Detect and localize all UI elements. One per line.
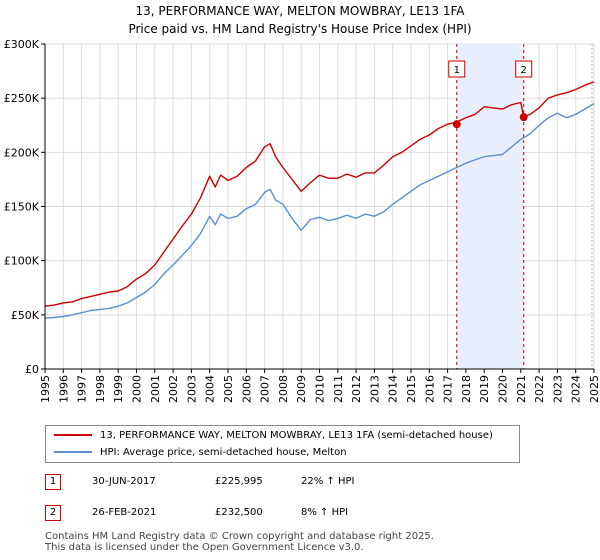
x-tick-label: 2024 <box>570 375 583 403</box>
x-tick-label: 2009 <box>295 375 308 403</box>
x-tick-label: 2000 <box>131 375 144 403</box>
sale-price: £225,995 <box>215 476 263 487</box>
sale-number-badge: 2 <box>45 505 61 521</box>
sale-price: £232,500 <box>215 507 263 518</box>
x-tick-label: 2021 <box>515 375 528 403</box>
sale-date: 26-FEB-2021 <box>92 507 157 518</box>
sale-label-box <box>515 60 533 78</box>
sale-hpi-change: 8% ↑ HPI <box>301 507 349 518</box>
highlight-layer <box>456 44 593 369</box>
x-tick-label: 1997 <box>76 375 89 403</box>
x-tick-label: 2016 <box>423 375 436 403</box>
x-tick-label: 2004 <box>204 375 217 403</box>
y-tick-label: £200K <box>4 146 40 159</box>
sale-date: 30-JUN-2017 <box>92 476 156 487</box>
x-tick-label: 1998 <box>94 375 107 403</box>
chart-title: 13, PERFORMANCE WAY, MELTON MOWBRAY, LE1… <box>0 2 600 38</box>
sale-number-badge: 1 <box>45 474 61 490</box>
legend-swatch-hpi <box>54 451 92 453</box>
sale-label-text: 2 <box>521 65 527 76</box>
sale-label-1: 1 <box>448 60 466 78</box>
x-tick-label: 2025 <box>588 375 600 403</box>
x-tick-label: 1995 <box>39 375 52 403</box>
x-tick-label: 2005 <box>222 375 235 403</box>
x-tick-label: 2013 <box>368 375 381 403</box>
x-tick-label: 2020 <box>497 375 510 403</box>
hpi-line <box>44 102 595 319</box>
x-tick-label: 2022 <box>533 375 546 403</box>
sale-label-box <box>448 60 466 78</box>
x-tick-label: 1999 <box>112 375 125 403</box>
y-tick-label: £300K <box>4 38 40 51</box>
y-tick-label: £50K <box>11 309 40 322</box>
x-tick-label: 2010 <box>314 375 327 403</box>
sale-label-2: 2 <box>515 60 533 78</box>
legend-item-property: 13, PERFORMANCE WAY, MELTON MOWBRAY, LE1… <box>54 429 493 443</box>
y-tick-label: £100K <box>4 255 40 268</box>
x-tick-label: 2019 <box>478 375 491 403</box>
legend-swatch-property <box>54 434 92 436</box>
y-tick-label: £250K <box>4 92 40 105</box>
legend: 13, PERFORMANCE WAY, MELTON MOWBRAY, LE1… <box>45 425 520 463</box>
y-tick-label: £0 <box>25 363 39 376</box>
footer-copyright: Contains HM Land Registry data © Crown c… <box>45 531 434 542</box>
title-line-2: Price paid vs. HM Land Registry's House … <box>128 22 472 36</box>
sale-point-marker <box>519 113 528 122</box>
legend-label-hpi: HPI: Average price, semi-detached house,… <box>100 447 347 458</box>
series-layer <box>44 81 595 319</box>
x-tick-label: 2008 <box>277 375 290 403</box>
legend-item-hpi: HPI: Average price, semi-detached house,… <box>54 446 347 460</box>
x-tick-label: 2014 <box>387 375 400 403</box>
x-tick-label: 2017 <box>442 375 455 403</box>
x-tick-label: 2018 <box>460 375 473 403</box>
sale-label-text: 1 <box>454 65 460 76</box>
property-price-line <box>44 81 595 307</box>
x-tick-label: 2007 <box>259 375 272 403</box>
x-tick-label: 2011 <box>332 375 345 403</box>
x-tick-label: 2002 <box>167 375 180 403</box>
sale-highlight-band <box>456 44 524 369</box>
title-line-1: 13, PERFORMANCE WAY, MELTON MOWBRAY, LE1… <box>135 4 465 18</box>
x-tick-label: 2003 <box>185 375 198 403</box>
x-tick-label: 2012 <box>350 375 363 403</box>
footer-licence: This data is licensed under the Open Gov… <box>45 542 364 553</box>
sale-hpi-change: 22% ↑ HPI <box>301 476 355 487</box>
x-tick-label: 2006 <box>240 375 253 403</box>
x-tick-label: 2015 <box>405 375 418 403</box>
sale-point-marker <box>452 120 461 129</box>
x-tick-label: 1996 <box>57 375 70 403</box>
legend-label-property: 13, PERFORMANCE WAY, MELTON MOWBRAY, LE1… <box>100 430 493 441</box>
footer: Contains HM Land Registry data © Crown c… <box>45 531 434 553</box>
x-tick-label: 2023 <box>551 375 564 403</box>
x-tick-label: 2001 <box>149 375 162 403</box>
y-tick-label: £150K <box>4 201 40 214</box>
